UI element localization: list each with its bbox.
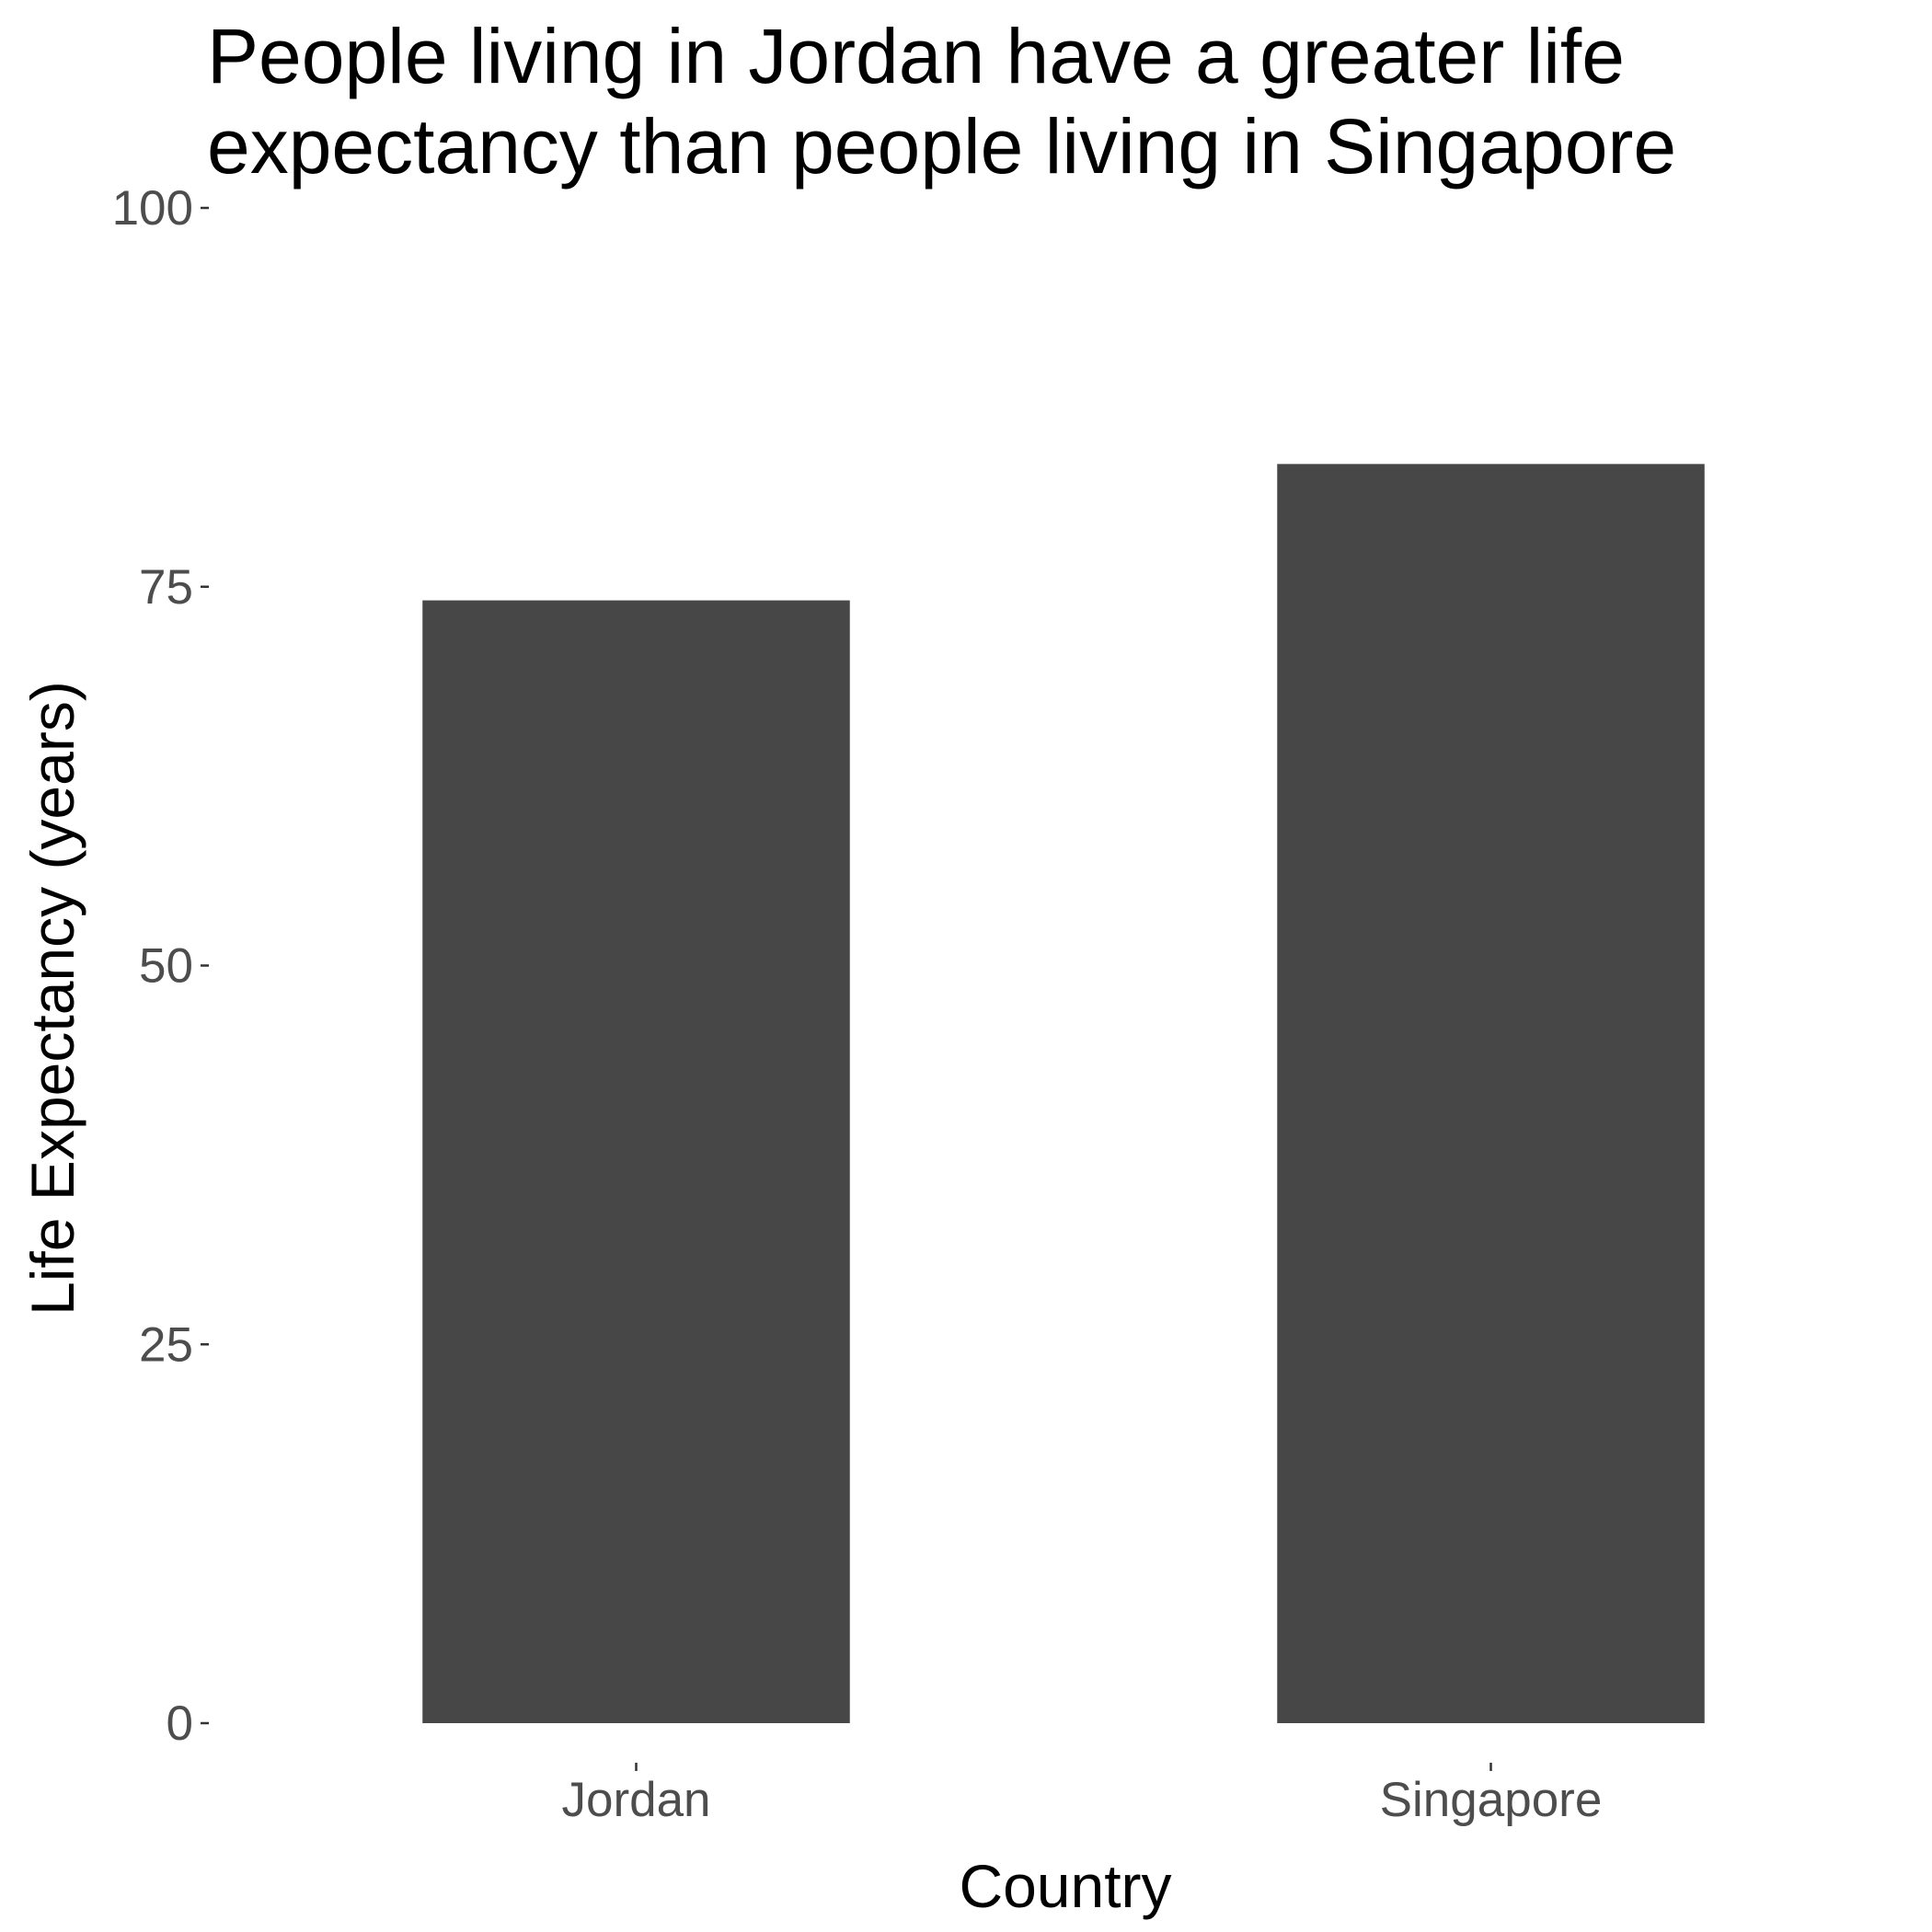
y-tick-label: 100	[112, 181, 193, 236]
bar-singapore	[1277, 464, 1705, 1723]
y-tick-label: 75	[139, 560, 193, 615]
x-tick-label: Singapore	[1380, 1773, 1603, 1827]
y-axis: 0 25 50 75 100	[112, 181, 209, 1751]
x-axis-title: Country	[959, 1852, 1171, 1920]
y-tick-label: 50	[139, 939, 193, 994]
chart-title: People living in Jordan have a greater l…	[207, 13, 1676, 190]
y-tick-label: 0	[167, 1696, 193, 1751]
bars	[422, 464, 1705, 1723]
chart-title-line-1: People living in Jordan have a greater l…	[207, 13, 1625, 99]
x-tick-label: Jordan	[561, 1773, 710, 1827]
y-axis-title: Life Expectancy (years)	[18, 681, 86, 1316]
y-tick-label: 25	[139, 1317, 193, 1372]
bar-jordan	[422, 600, 850, 1723]
chart-title-line-2: expectancy than people living in Singapo…	[207, 103, 1676, 190]
x-axis: Jordan Singapore	[561, 1763, 1602, 1827]
